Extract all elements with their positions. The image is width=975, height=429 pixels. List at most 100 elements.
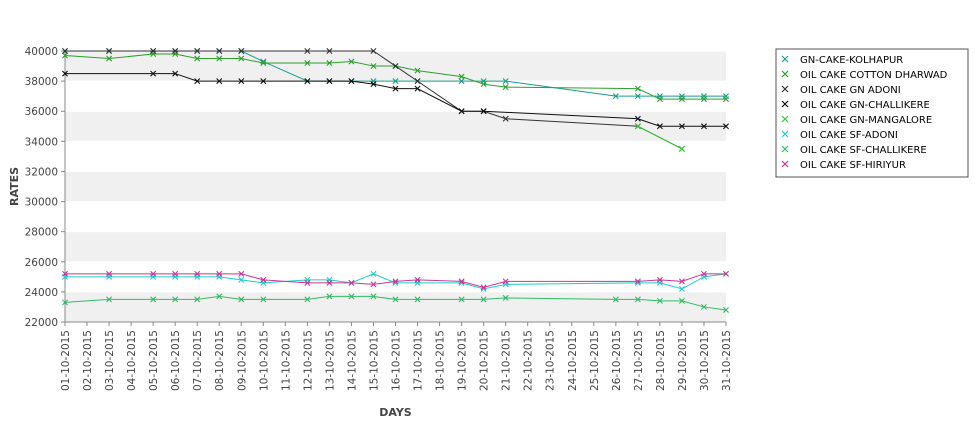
series-7 xyxy=(62,270,729,291)
data-point xyxy=(502,294,509,301)
data-point xyxy=(700,123,707,130)
point-stroke xyxy=(458,73,465,80)
data-point xyxy=(238,276,245,283)
point-stroke xyxy=(678,278,685,285)
data-point xyxy=(348,293,355,300)
legend-item: OIL CAKE GN-MANGALORE xyxy=(781,115,932,126)
point-stroke xyxy=(634,278,641,285)
x-tick-label: 30-10-2015 xyxy=(699,330,711,391)
series-layer xyxy=(62,48,729,313)
point-stroke xyxy=(502,115,509,122)
data-point xyxy=(502,84,509,91)
x-tick-label: 15-10-2015 xyxy=(368,330,380,391)
point-stroke xyxy=(700,123,707,130)
point-stroke xyxy=(370,81,377,88)
x-tick-label: 26-10-2015 xyxy=(611,330,623,391)
data-point xyxy=(216,48,223,54)
series-line xyxy=(64,53,726,100)
x-tick-label: 17-10-2015 xyxy=(413,330,425,391)
point-stroke xyxy=(414,67,421,74)
point-stroke xyxy=(216,270,223,277)
data-point xyxy=(172,70,179,77)
legend: GN-CAKE-KOLHAPUR OIL CAKE COTTON DHARWAD O… xyxy=(775,48,969,178)
legend-box xyxy=(775,48,969,178)
point-stroke xyxy=(634,296,641,303)
data-point xyxy=(348,279,355,286)
grid-band xyxy=(65,171,726,202)
point-stroke xyxy=(304,78,311,85)
data-point xyxy=(150,270,157,277)
point-stroke xyxy=(62,299,68,306)
point-stroke xyxy=(392,63,399,70)
point-stroke xyxy=(348,78,355,85)
point-stroke xyxy=(348,279,355,286)
data-point xyxy=(678,278,685,285)
legend-marker xyxy=(781,55,789,63)
y-tick-label: 40000 xyxy=(25,46,58,58)
data-point xyxy=(678,145,685,152)
point-stroke xyxy=(392,278,399,285)
point-stroke xyxy=(656,96,663,103)
legend-item: OIL CAKE GN-CHALLIKERE xyxy=(781,100,930,111)
point-stroke xyxy=(326,293,333,300)
point-stroke xyxy=(723,270,729,277)
y-tick-label: 26000 xyxy=(25,257,58,269)
data-point xyxy=(326,48,333,54)
point-stroke xyxy=(348,58,355,65)
point-stroke xyxy=(392,296,399,303)
point-stroke xyxy=(172,70,179,77)
point-stroke xyxy=(326,60,333,67)
data-point xyxy=(634,93,641,100)
x-tick-label: 16-10-2015 xyxy=(391,330,403,391)
point-stroke xyxy=(260,78,267,85)
point-stroke xyxy=(194,78,201,85)
point-stroke xyxy=(414,85,421,92)
point-stroke xyxy=(194,296,201,303)
x-tick-label: 18-10-2015 xyxy=(435,330,447,391)
data-point xyxy=(172,270,179,277)
data-point xyxy=(194,48,201,54)
point-stroke xyxy=(502,84,509,91)
point-stroke xyxy=(238,270,245,277)
point-stroke xyxy=(458,279,465,286)
point-stroke xyxy=(260,296,267,303)
data-point xyxy=(480,108,487,115)
point-stroke xyxy=(612,93,619,100)
data-point xyxy=(414,85,421,92)
x-tick-label: 02-10-2015 xyxy=(82,330,94,391)
point-stroke xyxy=(150,270,157,277)
data-point xyxy=(480,284,487,291)
data-point xyxy=(634,123,641,130)
point-stroke xyxy=(502,294,509,301)
point-stroke xyxy=(392,85,399,92)
data-point xyxy=(62,52,68,59)
data-point xyxy=(62,48,68,54)
point-stroke xyxy=(62,70,68,77)
point-stroke xyxy=(216,48,223,54)
point-stroke xyxy=(260,60,267,67)
data-point xyxy=(194,78,201,85)
series-4 xyxy=(634,123,685,152)
point-stroke xyxy=(304,48,311,54)
data-point xyxy=(304,279,311,286)
point-stroke xyxy=(458,108,465,115)
data-point xyxy=(458,278,465,285)
data-point xyxy=(370,281,377,288)
data-point xyxy=(172,48,179,54)
data-point xyxy=(326,279,333,286)
data-point xyxy=(216,293,223,300)
point-stroke xyxy=(238,296,245,303)
data-point xyxy=(150,296,157,303)
data-point xyxy=(216,55,223,62)
series-line xyxy=(637,125,683,150)
legend-item: OIL CAKE GN ADONI xyxy=(781,85,901,96)
point-stroke xyxy=(656,297,663,304)
data-point xyxy=(392,78,399,85)
data-point xyxy=(326,60,333,67)
point-stroke xyxy=(700,96,707,103)
x-tick-label: 24-10-2015 xyxy=(567,330,579,391)
legend-item: OIL CAKE COTTON DHARWAD xyxy=(781,70,948,81)
x-tick-label: 07-10-2015 xyxy=(192,330,204,391)
legend-marker xyxy=(781,85,789,93)
data-point xyxy=(370,81,377,88)
